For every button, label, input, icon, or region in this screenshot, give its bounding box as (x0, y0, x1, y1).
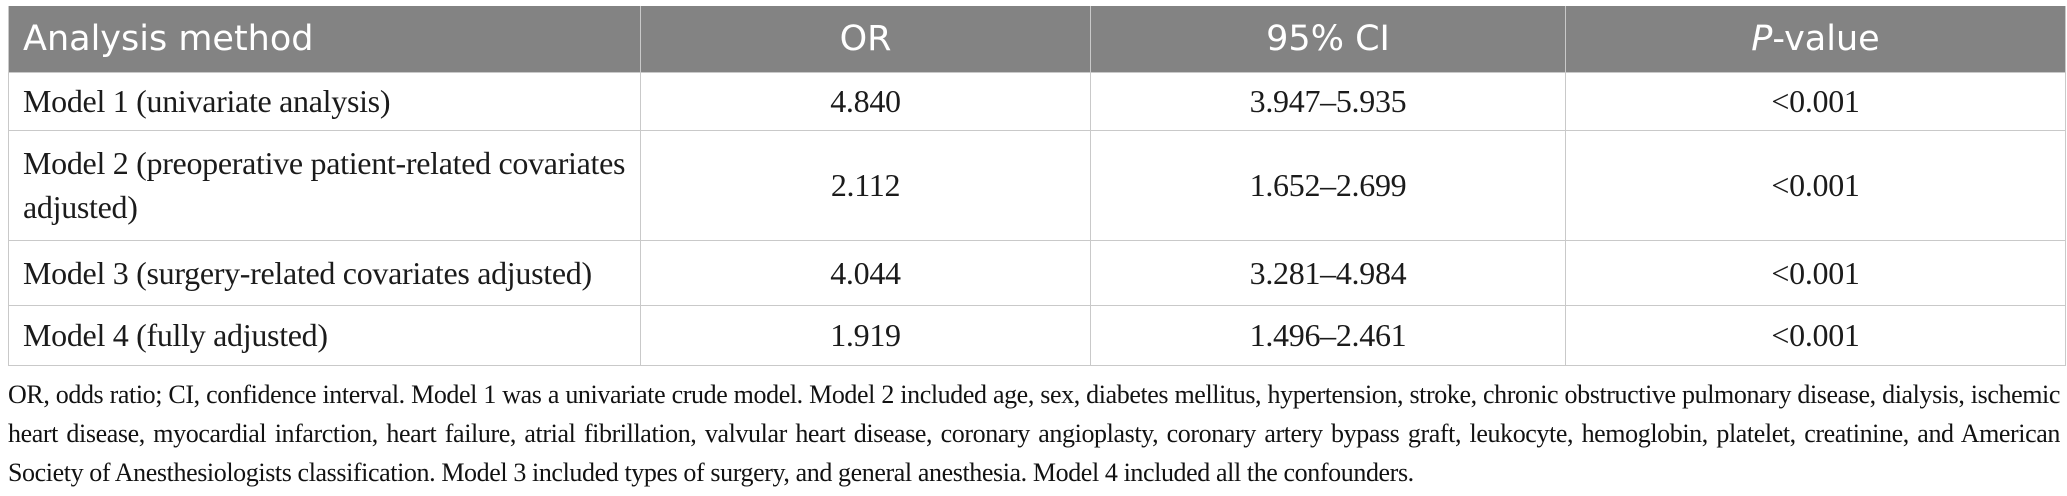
table-row: Model 3 (surgery-related covariates adju… (8, 239, 2066, 306)
col-header-ci: 95% CI (1090, 6, 1566, 73)
pvalue-cell: <0.001 (1565, 71, 2066, 131)
pvalue-italic-p: P (1751, 18, 1773, 59)
method-cell: Model 2 (preoperative patient-related co… (8, 129, 641, 241)
or-cell: 1.919 (640, 304, 1091, 366)
col-header-pvalue: P-value (1565, 6, 2066, 73)
ci-cell: 1.496–2.461 (1090, 304, 1566, 366)
results-table: Analysis method OR 95% CI P-value Model … (8, 6, 2066, 366)
or-cell: 2.112 (640, 129, 1091, 241)
pvalue-cell: <0.001 (1565, 304, 2066, 366)
ci-cell: 3.947–5.935 (1090, 71, 1566, 131)
table-body: Model 1 (univariate analysis) 4.840 3.94… (8, 71, 2066, 366)
pvalue-cell: <0.001 (1565, 129, 2066, 241)
table-footnote: OR, odds ratio; CI, confidence interval.… (8, 379, 2060, 487)
ci-cell: 1.652–2.699 (1090, 129, 1566, 241)
header-row: Analysis method OR 95% CI P-value (8, 6, 2066, 73)
method-cell: Model 4 (fully adjusted) (8, 304, 641, 366)
col-header-analysis-method: Analysis method (8, 6, 641, 73)
table-row: Model 1 (univariate analysis) 4.840 3.94… (8, 71, 2066, 131)
or-cell: 4.044 (640, 239, 1091, 306)
ci-cell: 3.281–4.984 (1090, 239, 1566, 306)
col-header-or: OR (640, 6, 1091, 73)
method-cell: Model 1 (univariate analysis) (8, 71, 641, 131)
pvalue-rest: -value (1772, 18, 1880, 59)
pvalue-cell: <0.001 (1565, 239, 2066, 306)
or-cell: 4.840 (640, 71, 1091, 131)
method-cell: Model 3 (surgery-related covariates adju… (8, 239, 641, 306)
table-row: Model 4 (fully adjusted) 1.919 1.496–2.4… (8, 304, 2066, 366)
table-row: Model 2 (preoperative patient-related co… (8, 129, 2066, 241)
table-header: Analysis method OR 95% CI P-value (8, 6, 2066, 73)
